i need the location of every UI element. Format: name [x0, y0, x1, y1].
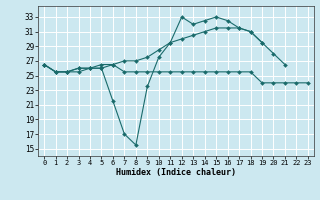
X-axis label: Humidex (Indice chaleur): Humidex (Indice chaleur)	[116, 168, 236, 177]
